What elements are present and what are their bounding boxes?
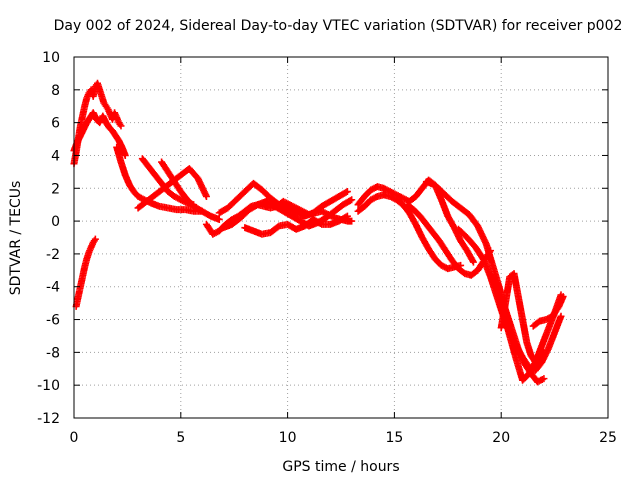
series-track-3 [72, 235, 99, 310]
x-tick-labels: 0 5 10 15 20 25 [70, 430, 617, 446]
data-point [121, 151, 129, 159]
y-tick-label: -2 [46, 247, 60, 263]
series-track-7 [134, 165, 210, 212]
data-point [117, 122, 125, 130]
x-tick-label: 15 [385, 430, 403, 446]
data-point [91, 235, 99, 243]
y-tick-labels: -12 -10 -8 -6 -4 -2 0 2 4 6 8 10 [37, 50, 60, 427]
data-point [469, 258, 477, 266]
data-point [540, 375, 548, 383]
data-point [540, 348, 548, 356]
x-tick-label: 10 [279, 430, 297, 446]
y-tick-label: -12 [37, 411, 60, 427]
y-axis-label: SDTVAR / TECUs [8, 181, 24, 296]
x-tick-label: 20 [492, 430, 510, 446]
y-tick-label: -4 [46, 280, 60, 296]
data-point [348, 196, 356, 204]
data-point [559, 293, 567, 301]
data-point [539, 350, 547, 358]
x-axis-label: GPS time / hours [282, 459, 399, 475]
x-tick-label: 0 [70, 430, 79, 446]
series-track-11 [241, 212, 351, 238]
data-marks [70, 79, 567, 386]
data-point [215, 215, 223, 223]
chart-title: Day 002 of 2024, Sidereal Day-to-day VTE… [54, 18, 623, 34]
series-track-19 [529, 293, 567, 330]
y-tick-label: 10 [42, 50, 60, 66]
x-tick-label: 5 [176, 430, 185, 446]
x-tick-label: 25 [599, 430, 617, 446]
series-track-13 [354, 191, 465, 273]
y-tick-label: 2 [51, 181, 60, 197]
data-point [469, 257, 477, 265]
series-track-2 [70, 109, 129, 159]
y-tick-label: -8 [46, 345, 60, 361]
data-point [343, 212, 351, 220]
y-tick-label: 6 [51, 116, 60, 132]
data-point [557, 312, 565, 320]
y-tick-label: 0 [51, 214, 60, 230]
y-tick-label: -6 [46, 313, 60, 329]
data-point [202, 192, 210, 200]
data-point [343, 188, 351, 196]
axis-ticks [73, 56, 609, 419]
y-tick-label: -10 [37, 378, 60, 394]
y-tick-label: 4 [51, 148, 60, 164]
y-tick-label: 8 [51, 83, 60, 99]
data-point [342, 188, 350, 196]
data-point [346, 197, 354, 205]
series-track-6 [158, 158, 223, 223]
series-track-16 [454, 225, 565, 374]
plot-frame [73, 56, 609, 419]
series-track-18 [497, 270, 548, 366]
data-point [342, 213, 350, 221]
data-point [348, 217, 356, 225]
